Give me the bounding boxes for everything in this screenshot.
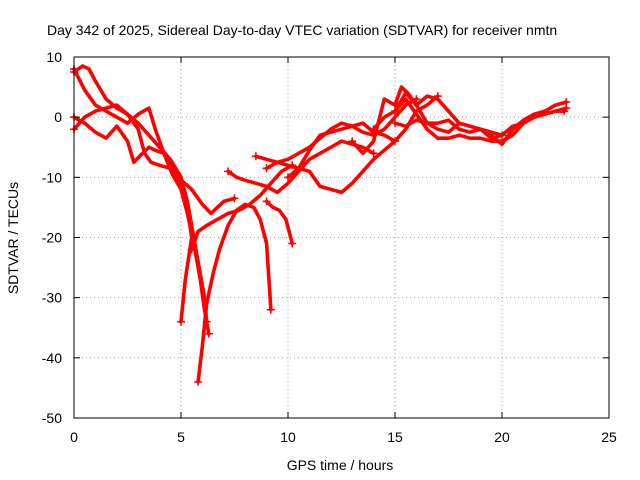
x-tick-label: 25 <box>601 429 617 445</box>
series-marker <box>369 125 378 134</box>
grid-lines <box>74 57 609 418</box>
y-tick-label: -20 <box>42 230 62 246</box>
series-group <box>70 64 571 386</box>
series-marker <box>391 119 399 128</box>
y-tick-labels: 10 0 -10 -20 -30 -40 -50 <box>42 49 62 426</box>
series-marker <box>194 377 203 386</box>
series-marker <box>224 167 233 176</box>
y-tick-label: -50 <box>42 410 62 426</box>
series-line-track-7 <box>226 139 376 195</box>
series-line-track-5 <box>196 202 273 384</box>
y-tick-label: -10 <box>42 169 62 185</box>
series-marker <box>177 317 185 326</box>
series-line-track-9 <box>264 199 295 246</box>
x-tick-labels: 0 5 10 15 20 25 <box>70 429 617 445</box>
series-marker <box>348 137 357 146</box>
series-marker <box>266 305 275 314</box>
series-marker <box>391 107 399 116</box>
series-marker <box>284 173 292 182</box>
x-tick-label: 5 <box>177 429 185 445</box>
x-tick-label: 0 <box>70 429 78 445</box>
series-marker <box>251 152 260 161</box>
chart-title: Day 342 of 2025, Sidereal Day-to-day VTE… <box>47 22 557 38</box>
series-marker <box>369 149 378 158</box>
y-axis-label: SDTVAR / TECUs <box>5 182 21 294</box>
series-marker <box>230 194 239 203</box>
series-line-track-11 <box>286 94 440 180</box>
series-line-track-4 <box>72 103 237 216</box>
x-tick-label: 10 <box>280 429 296 445</box>
series-marker <box>187 245 196 254</box>
series-line-track-15 <box>393 91 569 140</box>
x-tick-label: 15 <box>387 429 403 445</box>
y-tick-label: 0 <box>54 109 62 125</box>
y-tick-label: -40 <box>42 350 62 366</box>
x-axis-label: GPS time / hours <box>287 457 394 473</box>
series-line-track-6 <box>189 163 295 252</box>
series-marker <box>262 197 271 206</box>
series-marker <box>562 104 571 113</box>
series-line-track-10 <box>264 97 419 171</box>
y-tick-label: -30 <box>42 290 62 306</box>
y-tick-label: 10 <box>46 49 62 65</box>
axis-ticks <box>73 56 610 419</box>
series-marker <box>262 164 271 173</box>
series-marker <box>288 239 297 248</box>
x-tick-label: 20 <box>494 429 510 445</box>
series-marker <box>204 329 213 338</box>
series-line-track-3 <box>72 115 194 324</box>
